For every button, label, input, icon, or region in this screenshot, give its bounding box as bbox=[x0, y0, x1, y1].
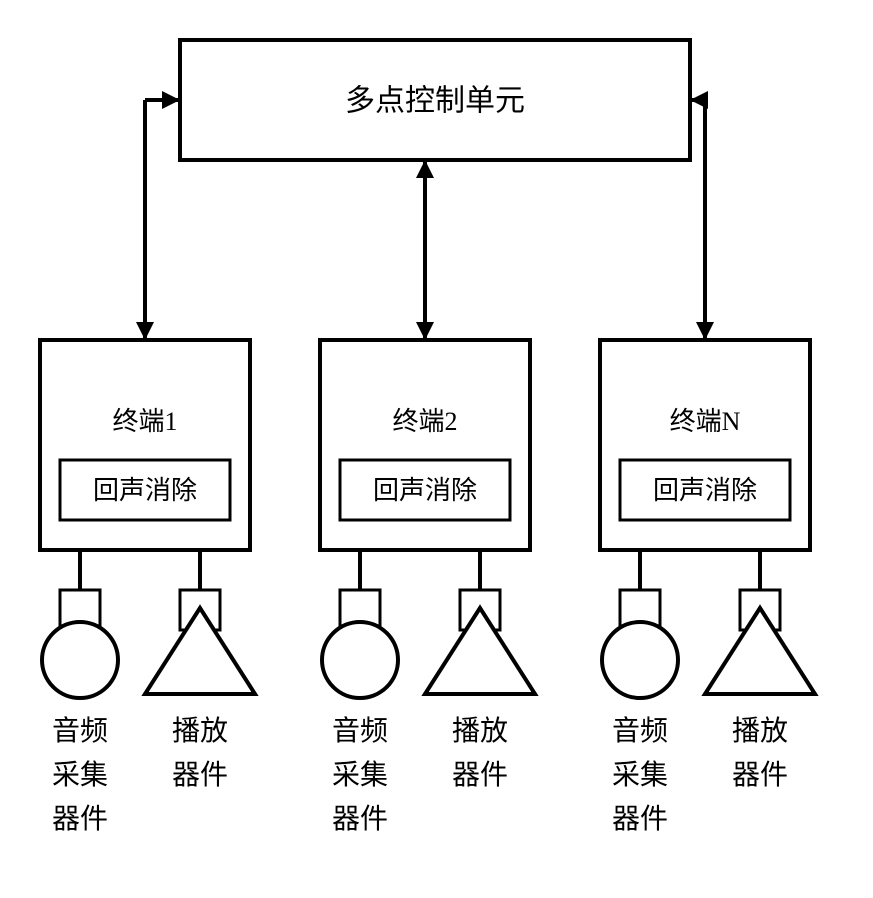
diagram-canvas: 多点控制单元终端1回声消除音频采集器件播放器件终端2回声消除音频采集器件播放器件… bbox=[0, 0, 873, 898]
mcu-label: 多点控制单元 bbox=[345, 85, 525, 118]
terminal-2-mic-label-0: 音频 bbox=[612, 715, 668, 747]
terminal-0-spk-label-0: 播放 bbox=[172, 715, 228, 747]
terminal-2-spk-label-1: 器件 bbox=[732, 759, 788, 791]
terminal-1-title: 终端2 bbox=[392, 407, 457, 436]
terminal-1-spk-label-0: 播放 bbox=[452, 715, 508, 747]
terminal-1-mic-label-0: 音频 bbox=[332, 715, 388, 747]
terminal-0-mic-label-2: 器件 bbox=[52, 803, 108, 835]
terminal-1-spk-label-1: 器件 bbox=[452, 759, 508, 791]
terminal-2-mic-label-1: 采集 bbox=[612, 759, 668, 791]
terminal-2-mic-label-2: 器件 bbox=[612, 803, 668, 835]
terminal-2-spk-label-0: 播放 bbox=[732, 715, 788, 747]
terminal-0-mic-label-1: 采集 bbox=[52, 759, 108, 791]
terminal-1-mic-label-1: 采集 bbox=[332, 759, 388, 791]
terminal-1-mic-icon bbox=[322, 622, 398, 698]
terminal-0-title: 终端1 bbox=[112, 407, 177, 436]
terminal-1-mic-label-2: 器件 bbox=[332, 803, 388, 835]
terminal-2-mic-icon bbox=[602, 622, 678, 698]
terminal-0-speaker-icon bbox=[145, 608, 255, 694]
terminal-0-mic-icon bbox=[42, 622, 118, 698]
terminal-0-echo-label: 回声消除 bbox=[93, 476, 197, 505]
terminal-1-speaker-icon bbox=[425, 608, 535, 694]
terminal-1-echo-label: 回声消除 bbox=[373, 476, 477, 505]
terminal-0-mic-label-0: 音频 bbox=[52, 715, 108, 747]
terminal-2-title: 终端N bbox=[670, 407, 741, 436]
terminal-0-spk-label-1: 器件 bbox=[172, 759, 228, 791]
terminal-2-echo-label: 回声消除 bbox=[653, 476, 757, 505]
terminal-2-speaker-icon bbox=[705, 608, 815, 694]
